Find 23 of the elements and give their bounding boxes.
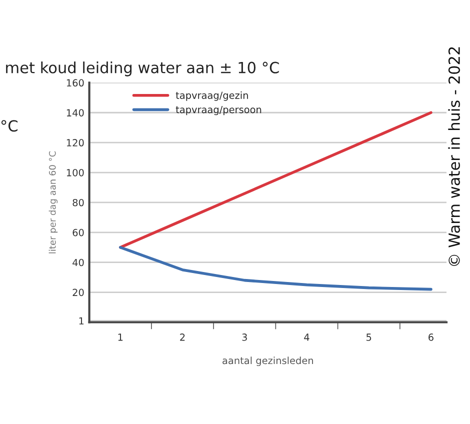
text: °C — [1, 120, 18, 132]
line-series — [118, 246, 432, 291]
x-tick-label: 5 — [366, 334, 372, 341]
text: © Warm water in huis - 2022 — [448, 47, 460, 266]
x-tick-label: 4 — [304, 334, 310, 341]
y-tick-label: 120 — [66, 139, 84, 146]
legend-label: tapvraag/persoon — [176, 106, 262, 116]
y-tick-label: 140 — [66, 109, 84, 116]
y-tick-label: 80 — [72, 198, 84, 206]
x-tick-label: 3 — [242, 334, 247, 341]
y-tick-label: 1 — [79, 317, 84, 324]
chart-title: met koud leiding water aan ± 10 °C — [6, 62, 279, 76]
x-axis-title: aantal gezinsleden — [222, 356, 313, 366]
y-tick-label: 100 — [66, 168, 84, 176]
y-axis-title: liter per dag aan 60 °C — [48, 151, 58, 254]
x-tick-label: 6 — [428, 334, 434, 341]
y-tick-label: 160 — [66, 79, 84, 87]
x-tick-label: 1 — [118, 334, 123, 341]
y-tick-label: 60 — [72, 228, 84, 236]
y-tick-label: 20 — [72, 288, 84, 296]
y-tick-label: 40 — [72, 258, 84, 266]
x-tick-label: 2 — [180, 334, 185, 341]
legend-label: tapvraag/gezin — [176, 91, 248, 101]
